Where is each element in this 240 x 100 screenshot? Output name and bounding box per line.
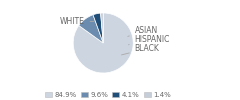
Text: ASIAN: ASIAN xyxy=(128,26,158,36)
Wedge shape xyxy=(79,15,103,43)
Legend: 84.9%, 9.6%, 4.1%, 1.4%: 84.9%, 9.6%, 4.1%, 1.4% xyxy=(44,91,172,98)
Wedge shape xyxy=(73,13,133,73)
Text: BLACK: BLACK xyxy=(121,44,160,55)
Text: WHITE: WHITE xyxy=(60,17,94,26)
Wedge shape xyxy=(93,13,103,43)
Text: HISPANIC: HISPANIC xyxy=(128,35,170,45)
Wedge shape xyxy=(101,13,103,43)
